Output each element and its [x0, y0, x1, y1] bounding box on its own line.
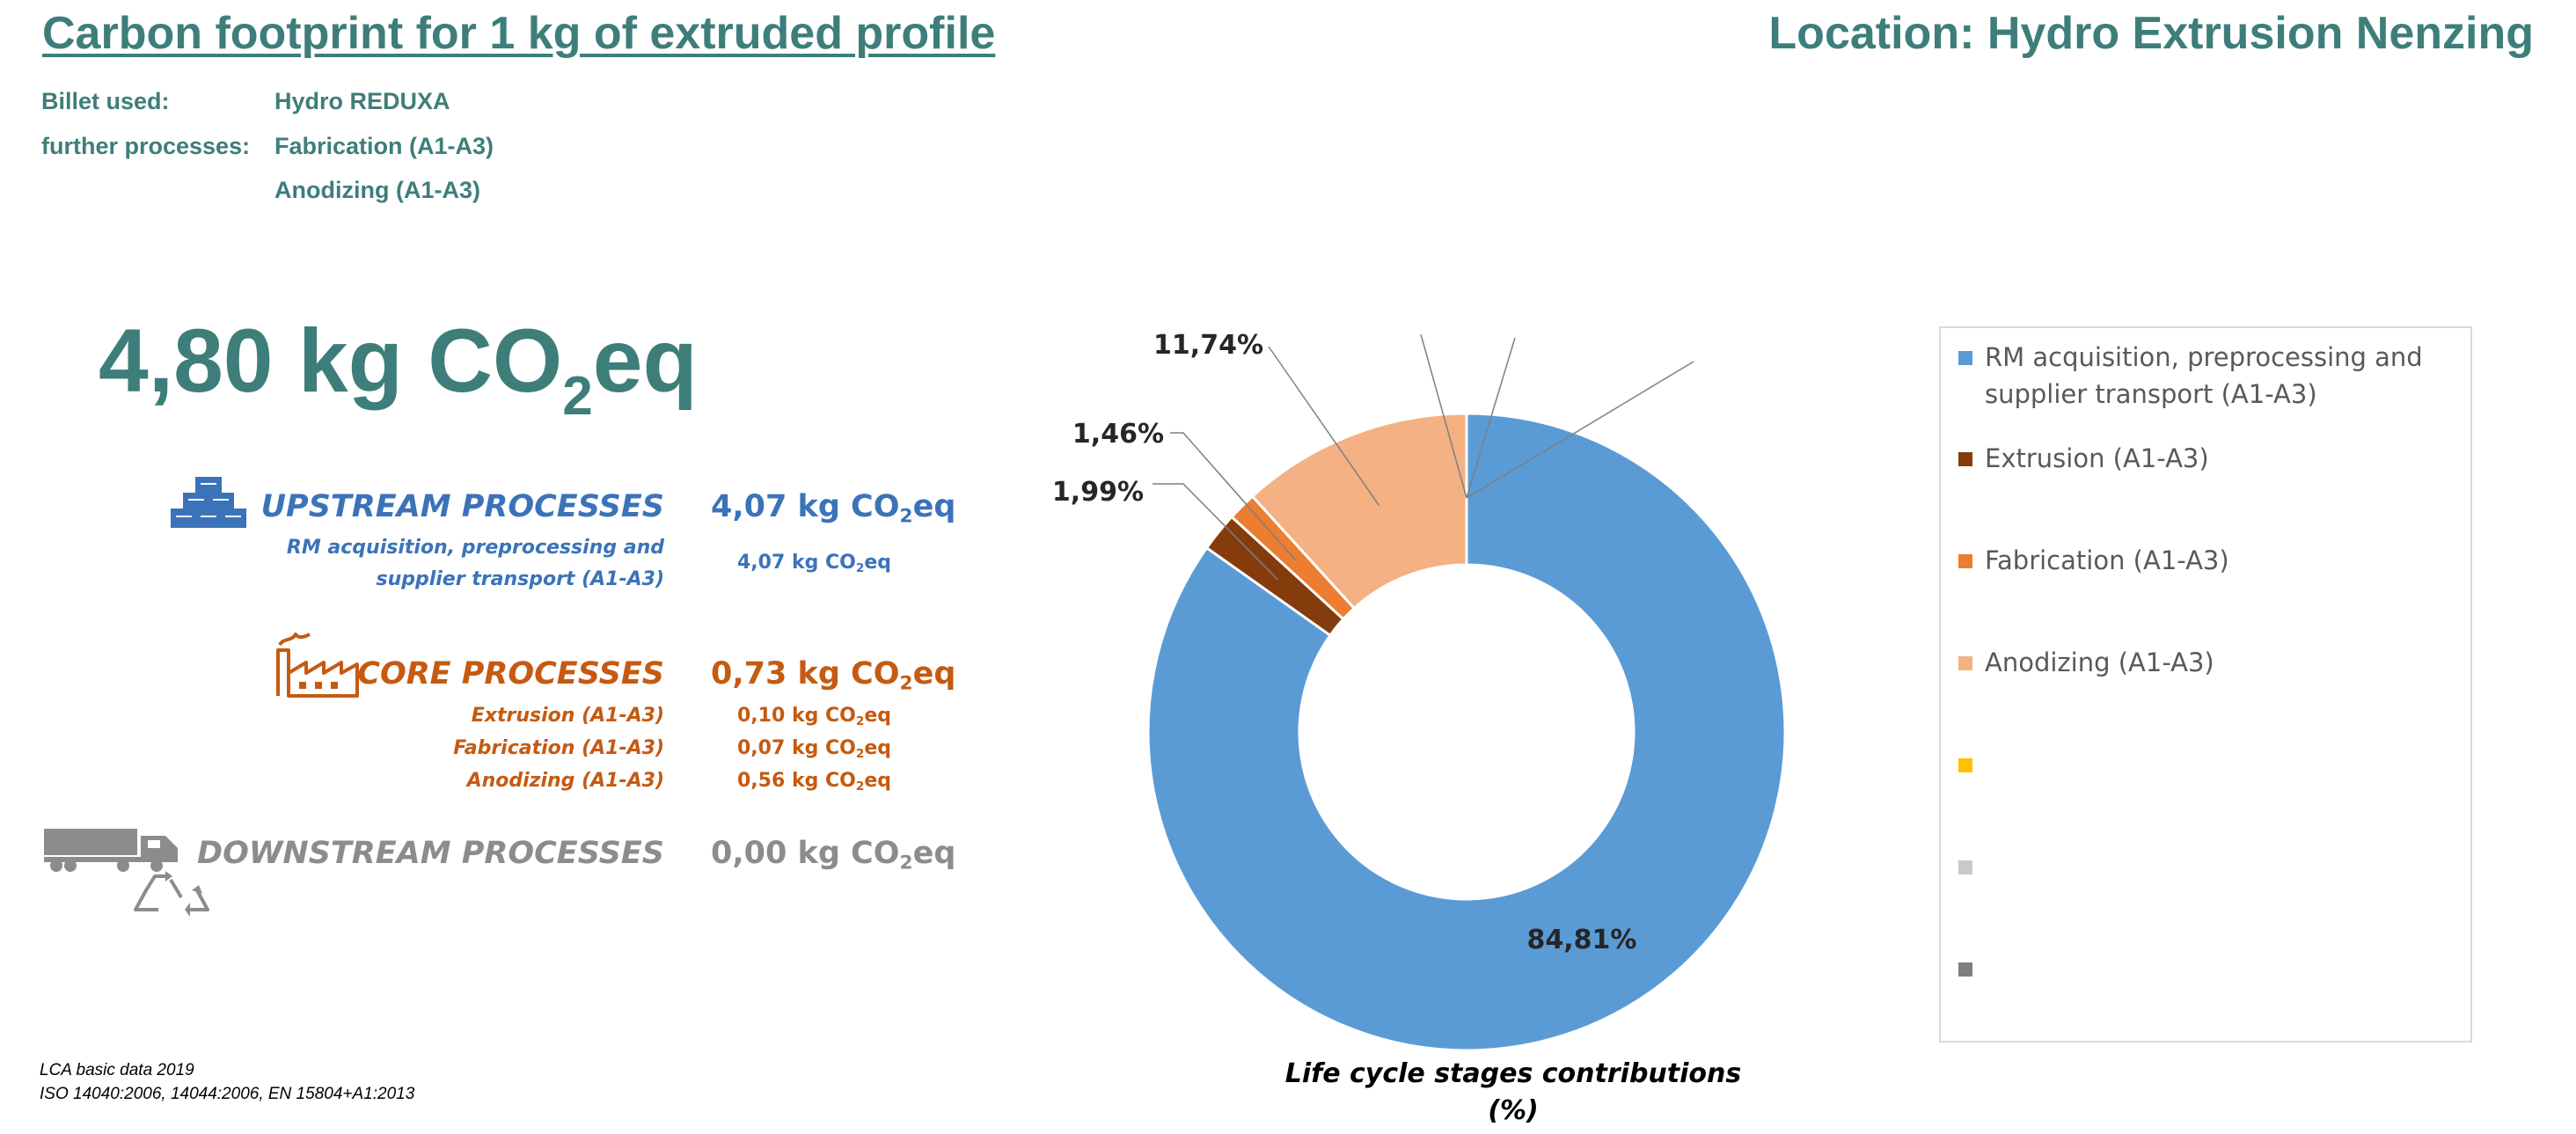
core-item-value: 0,10 kg CO2eq — [737, 705, 891, 729]
downstream-value: 0,00 kg CO2eq — [711, 836, 956, 874]
total-suffix: eq — [592, 311, 698, 411]
upstream-value: 4,07 kg CO2eq — [711, 489, 956, 528]
leader-line — [1153, 483, 1278, 581]
location-title: Location: Hydro Extrusion Nenzing — [1768, 8, 2534, 59]
truck-recycle-icon — [44, 829, 209, 917]
chart-title-line-1: Life cycle stages contributions — [1284, 1058, 1742, 1089]
legend-swatch — [1958, 860, 1972, 874]
legend-entry: Extrusion (A1-A3) — [1958, 440, 2209, 477]
upstream-sub-value: 4,07 kg CO2eq — [737, 552, 891, 576]
legend-swatch — [1958, 758, 1972, 772]
further-processes-label: further processes: — [41, 133, 251, 159]
core-item-value: 0,56 kg CO2eq — [737, 770, 891, 794]
core-item-label: Anodizing (A1-A3) — [466, 770, 664, 792]
data-label: 11,74% — [1153, 330, 1263, 361]
further-process-item: Anodizing (A1-A3) — [274, 177, 480, 203]
data-label: 84,81% — [1527, 925, 1637, 955]
total-subscript: 2 — [562, 366, 593, 427]
leader-line — [1466, 337, 1516, 499]
donut-slice — [1146, 412, 1787, 1052]
donut-slice — [1250, 412, 1468, 611]
core-item-label: Fabrication (A1-A3) — [453, 737, 664, 759]
legend-entry: RM acquisition, preprocessing and supplie… — [1958, 339, 2423, 413]
core-item-value: 0,07 kg CO2eq — [737, 737, 891, 762]
billet-label: Billet used: — [41, 88, 170, 114]
footer-lca-data: LCA basic data 2019 — [40, 1061, 194, 1079]
chart-title-line-2: (%) — [1488, 1095, 1539, 1126]
core-title: CORE PROCESSES — [357, 656, 664, 691]
chart-legend: RM acquisition, preprocessing and supplie… — [1939, 326, 2472, 1043]
legend-entry: Anodizing (A1-A3) — [1958, 644, 2214, 681]
upstream-sub-label-2: supplier transport (A1-A3) — [376, 568, 664, 590]
upstream-sub-label-1: RM acquisition, preprocessing and — [286, 537, 664, 559]
data-label: 1,99% — [1052, 477, 1144, 508]
ingots-icon — [171, 477, 246, 528]
legend-swatch — [1958, 962, 1972, 977]
data-label: 1,46% — [1072, 419, 1164, 450]
legend-swatch — [1958, 452, 1972, 466]
further-process-item: Fabrication (A1-A3) — [274, 133, 494, 159]
chart-title: Life cycle stages contributions (%) — [1267, 1056, 1760, 1130]
billet-value: Hydro REDUXA — [274, 88, 450, 114]
core-value: 0,73 kg CO2eq — [711, 656, 956, 695]
total-value: 4,80 kg CO — [99, 311, 563, 411]
legend-swatch — [1958, 351, 1972, 365]
upstream-title: UPSTREAM PROCESSES — [260, 489, 664, 524]
downstream-title: DOWNSTREAM PROCESSES — [197, 836, 664, 871]
footer-iso-standards: ISO 14040:2006, 14044:2006, EN 15804+A1:… — [40, 1085, 415, 1103]
core-item-label: Extrusion (A1-A3) — [471, 705, 664, 727]
total-footprint: 4,80 kg CO2eq — [99, 310, 698, 428]
leader-line — [1268, 346, 1380, 506]
legend-swatch — [1958, 554, 1972, 568]
factory-icon — [276, 633, 359, 698]
legend-entry: Fabrication (A1-A3) — [1958, 542, 2229, 579]
donut-chart: 84,81% 1,99% 1,46% 11,74% — [1052, 330, 1787, 1052]
leader-line — [1420, 333, 1467, 499]
page-title: Carbon footprint for 1 kg of extruded pr… — [42, 8, 996, 59]
legend-swatch — [1958, 656, 1972, 670]
leader-line — [1466, 361, 1694, 499]
leader-line — [1170, 432, 1296, 560]
